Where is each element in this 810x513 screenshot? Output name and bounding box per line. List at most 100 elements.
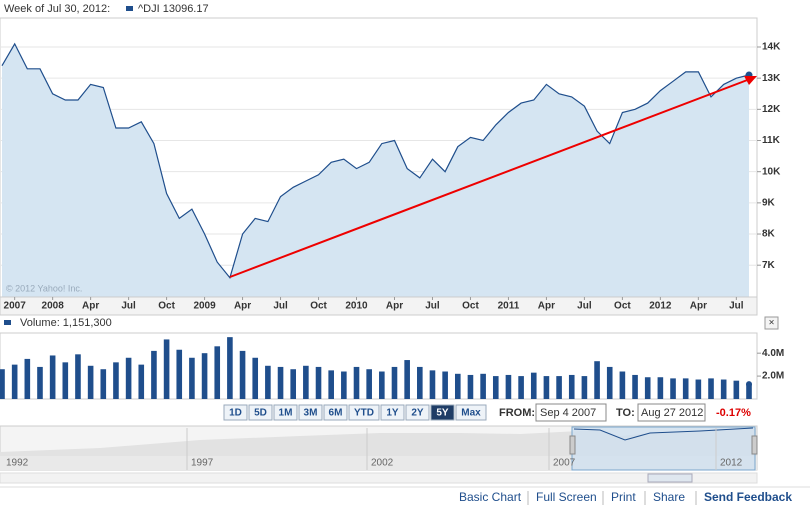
volume-bar <box>353 366 360 399</box>
close-volume-button[interactable] <box>764 316 779 330</box>
range-button-label: 5Y <box>436 408 449 419</box>
volume-bar <box>113 362 119 399</box>
volume-bar <box>265 365 271 399</box>
navigator-handle-left[interactable] <box>569 435 576 455</box>
range-button[interactable] <box>323 404 348 421</box>
trend-line <box>229 78 751 278</box>
volume-bar <box>75 354 81 399</box>
volume-bar <box>37 366 43 399</box>
range-button[interactable] <box>405 404 430 421</box>
range-button-label: 5D <box>254 408 267 419</box>
range-button[interactable] <box>348 404 380 421</box>
volume-bar <box>594 361 600 399</box>
x-tick-label: 2007 <box>4 301 27 312</box>
volume-bar <box>328 370 334 399</box>
range-button-label: Max <box>461 408 481 419</box>
footer-link[interactable]: Share <box>653 490 685 504</box>
volume-bar <box>556 376 562 399</box>
volume-bar <box>87 365 94 399</box>
x-tick-label: Oct <box>614 301 631 312</box>
range-button-label: 1D <box>229 408 242 419</box>
volume-bar <box>708 378 714 399</box>
volume-bar <box>492 376 499 399</box>
range-button[interactable] <box>273 404 298 421</box>
volume-bar <box>62 362 69 399</box>
volume-bar <box>530 372 537 399</box>
price-line <box>1 42 750 279</box>
from-label: FROM: <box>499 407 535 419</box>
scrollbar-thumb[interactable] <box>647 473 693 483</box>
y-tick-label: 10K <box>762 166 781 177</box>
range-button-label: 6M <box>329 408 343 419</box>
navigator-year: 1997 <box>191 458 214 469</box>
footer-link[interactable]: Basic Chart <box>459 490 522 504</box>
x-tick-label: Apr <box>538 301 555 312</box>
y-tick-label: 9K <box>762 197 776 208</box>
x-tick-label: 2012 <box>649 301 672 312</box>
x-tick-label: Jul <box>577 301 592 312</box>
volume-bar <box>239 350 246 399</box>
y-tick-label: 14K <box>762 42 781 53</box>
range-button[interactable] <box>223 404 248 421</box>
to-label: TO: <box>616 407 635 419</box>
range-button-label: YTD <box>354 408 374 419</box>
volume-bar <box>176 349 183 399</box>
navigator-handle-right[interactable] <box>751 435 758 455</box>
volume-bar <box>429 370 436 399</box>
navigator-line <box>573 427 754 441</box>
to-input[interactable] <box>637 403 706 422</box>
x-tick-label: Oct <box>158 301 175 312</box>
y-tick-label: 12K <box>762 104 781 115</box>
close-icon: × <box>769 318 775 329</box>
volume-bar <box>151 350 157 399</box>
range-button[interactable] <box>455 404 487 421</box>
x-tick-label: Apr <box>690 301 707 312</box>
volume-bar <box>480 373 486 399</box>
x-tick-label: Jul <box>273 301 288 312</box>
volume-bar <box>290 369 297 399</box>
navigator-year: 2007 <box>553 458 576 469</box>
volume-bar <box>125 357 132 399</box>
range-button-label: 1Y <box>386 408 399 419</box>
y-tick-label: 11K <box>762 135 781 146</box>
range-button[interactable] <box>380 404 405 421</box>
volume-bar <box>341 371 347 399</box>
header-date: Week of Jul 30, 2012: <box>4 3 110 15</box>
volume-bar <box>189 357 195 399</box>
volume-bar <box>303 365 309 399</box>
scrollbar[interactable] <box>0 472 758 484</box>
x-tick-label: Oct <box>462 301 479 312</box>
from-input[interactable] <box>535 403 607 422</box>
volume-bar <box>442 371 448 399</box>
range-button[interactable] <box>248 404 273 421</box>
volume-bar <box>518 376 524 399</box>
area-fill <box>2 43 749 298</box>
volume-bar <box>581 376 588 399</box>
legend-entry: ^DJI 13096.17 <box>138 3 209 15</box>
footer-link[interactable]: Full Screen <box>536 490 597 504</box>
x-tick-label: Jul <box>425 301 440 312</box>
from-value: Sep 4 2007 <box>540 407 596 419</box>
footer-link[interactable]: Send Feedback <box>704 490 792 504</box>
legend-swatch <box>126 6 133 11</box>
volume-swatch <box>4 320 11 325</box>
volume-bar <box>619 371 626 399</box>
watermark: © 2012 Yahoo! Inc. <box>6 283 82 293</box>
x-tick-label: 2009 <box>193 301 216 312</box>
volume-bar <box>227 337 233 399</box>
y-tick-label: 2.0M <box>762 371 784 382</box>
x-tick-label: Oct <box>310 301 327 312</box>
range-button[interactable] <box>430 404 455 421</box>
volume-bar <box>543 376 550 399</box>
y-tick-label: 13K <box>762 73 781 84</box>
navigator-selection[interactable] <box>571 426 756 471</box>
navigator-year: 1992 <box>6 458 29 469</box>
footer-link[interactable]: Print <box>611 490 636 504</box>
volume-bar <box>214 346 221 399</box>
last-volume <box>746 381 752 388</box>
volume-bar <box>670 378 676 399</box>
volume-bar <box>682 378 689 399</box>
range-button[interactable] <box>298 404 323 421</box>
range-button-label: 2Y <box>411 408 424 419</box>
volume-bar <box>606 366 613 399</box>
